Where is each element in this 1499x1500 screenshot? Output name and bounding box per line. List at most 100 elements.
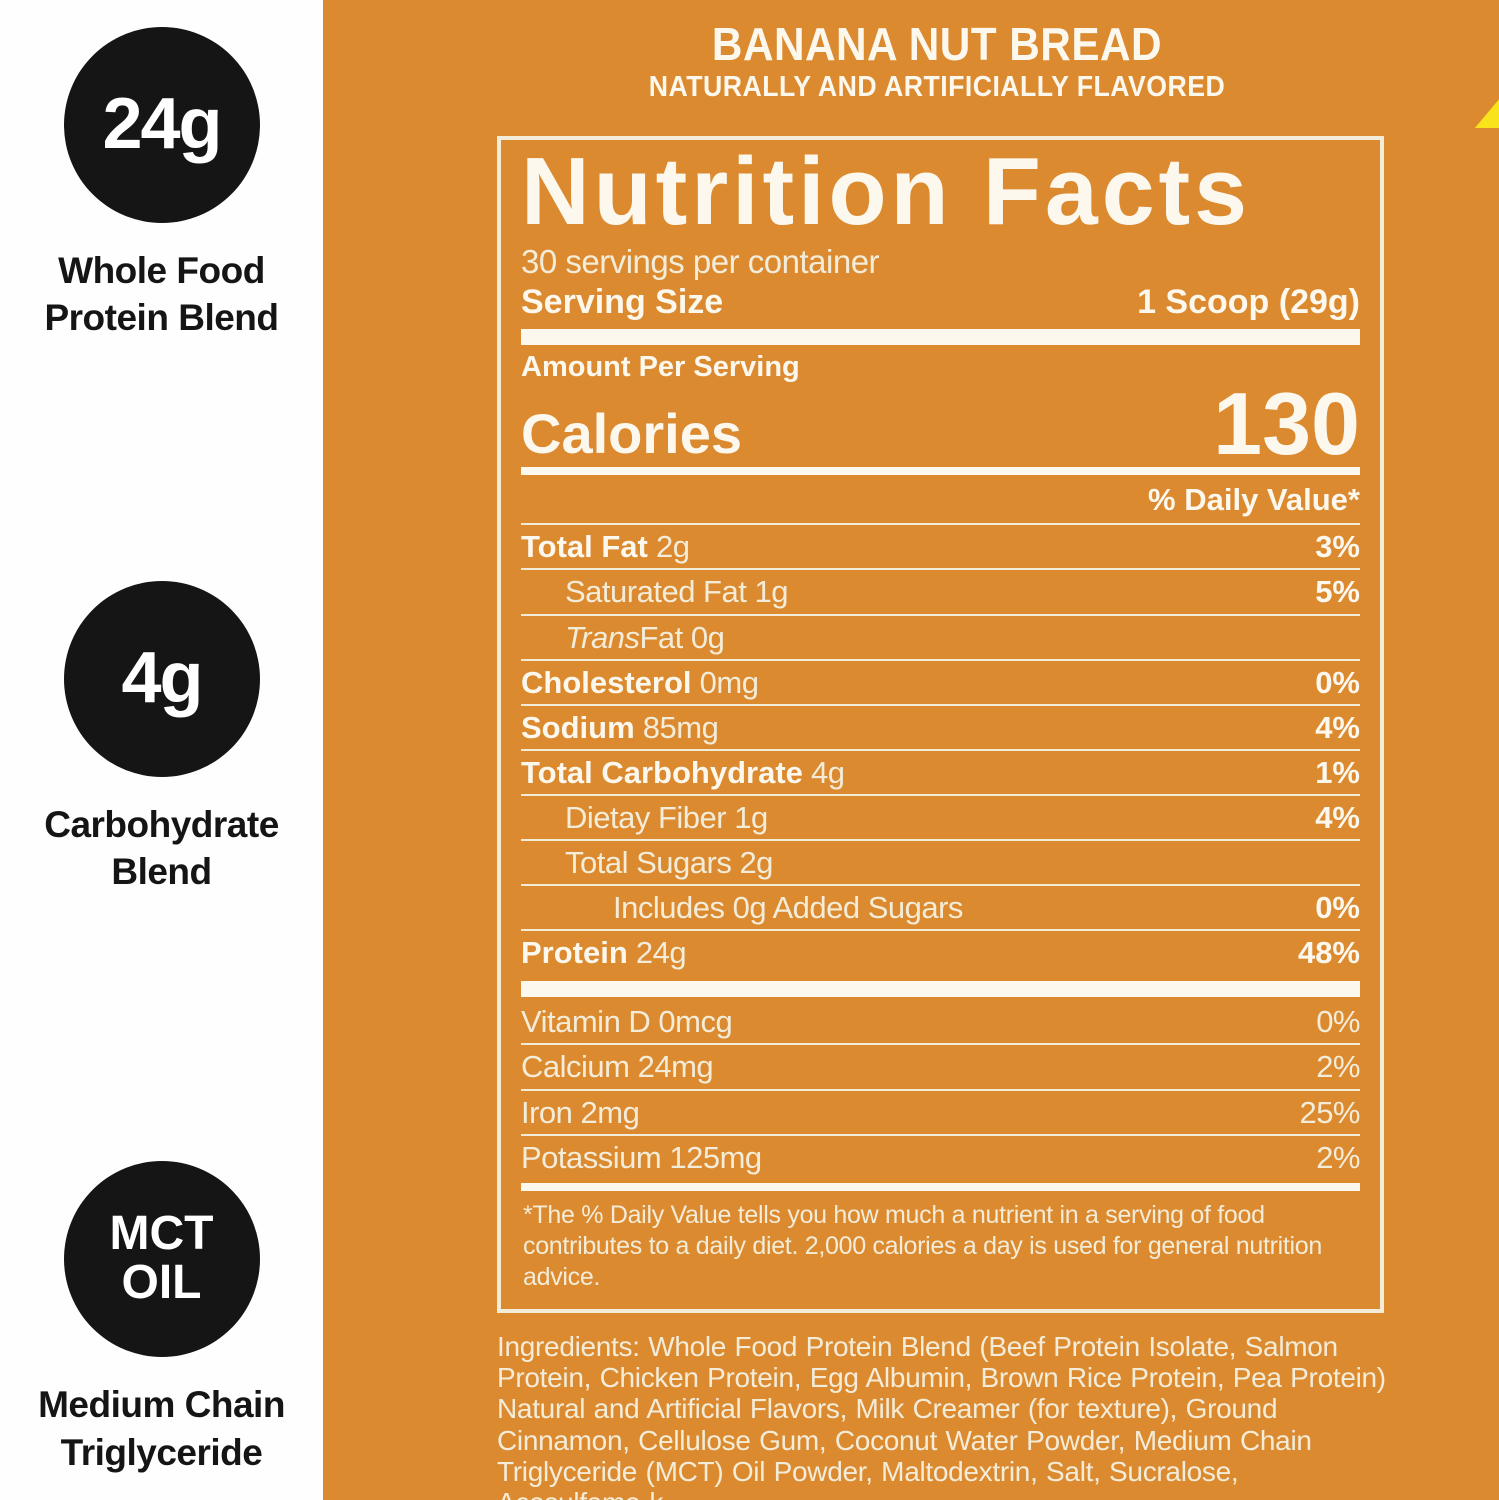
vitamin-daily-value: 2% — [1316, 1139, 1360, 1175]
nutrition-facts-box: Nutrition Facts 30 servings per containe… — [497, 136, 1384, 1313]
nutrient-name-text: Protein — [521, 935, 628, 971]
vitamin-row: Potassium 125mg 2% — [521, 1133, 1360, 1179]
serving-size-value: 1 Scoop (29g) — [1137, 283, 1360, 322]
nutrient-name-text: Cholesterol — [521, 664, 692, 700]
vitamin-row: Iron 2mg 25% — [521, 1088, 1360, 1134]
amount-per-serving: Amount Per Serving — [521, 351, 800, 384]
nutrient-amount: 85mg — [634, 709, 719, 745]
vitamin-name: Potassium 125mg — [521, 1139, 762, 1175]
nutrient-row: Cholesterol 0mg 0% — [521, 658, 1360, 704]
vitamin-amount: 2mg — [572, 1094, 640, 1130]
divider-bar-medium — [521, 1182, 1360, 1191]
vitamin-name-text: Iron — [521, 1094, 573, 1130]
vitamin-amount: 0mcg — [650, 1004, 733, 1040]
feature-label: Whole Food Protein Blend — [44, 250, 279, 339]
vitamin-amount: 125mg — [661, 1139, 762, 1175]
nutrition-title: Nutrition Facts — [521, 138, 1251, 246]
calories-value: 130 — [1213, 374, 1360, 474]
vitamin-rows: Vitamin D 0mcg 0% Calcium 24mg 2% Iron 2mg 25… — [521, 1000, 1360, 1178]
feature-label: Medium Chain Triglyceride — [38, 1384, 285, 1473]
nutrient-daily-value: 4% — [1315, 709, 1360, 745]
nutrient-row: Total Fat 2g 3% — [521, 523, 1360, 568]
nutrient-row: Total Carbohydrate 4g 1% — [521, 748, 1360, 794]
nutrient-row: Total Sugars 2g — [521, 839, 1360, 884]
nutrient-row: Trans Fat 0g — [521, 613, 1360, 659]
nutrient-name: Sodium 85mg — [521, 709, 719, 745]
nutrient-name-italic: Trans — [565, 619, 640, 655]
flavor-title: BANANA NUT BREAD — [711, 18, 1163, 70]
servings-per-container: 30 servings per container — [521, 243, 880, 281]
nutrient-amount: 2g — [647, 529, 690, 565]
nutrient-name: Cholesterol 0mg — [521, 664, 759, 700]
nutrient-name: Includes 0g Added Sugars — [521, 891, 963, 925]
vitamin-name: Vitamin D 0mcg — [521, 1004, 733, 1040]
nutrient-name: Total Fat 2g — [521, 529, 690, 565]
nutrient-name-text: Sodium — [521, 709, 635, 745]
nutrient-amount: 4g — [802, 754, 845, 790]
nutrient-daily-value: 48% — [1297, 935, 1360, 971]
nutrient-amount: 0mg — [691, 664, 759, 700]
flavor-subtitle: NATURALLY AND ARTIFICIALLY FLAVORED — [648, 71, 1226, 104]
nutrient-name-text: Includes 0g Added Sugars — [613, 890, 963, 926]
nutrient-name: Total Carbohydrate 4g — [521, 754, 845, 790]
serving-size-label: Serving Size — [521, 283, 724, 322]
nutrient-name-text: Total Carbohydrate — [521, 754, 803, 790]
nutrient-daily-value: 0% — [1315, 890, 1360, 926]
nutrient-amount: 2g — [731, 845, 773, 881]
nutrient-daily-value: 0% — [1315, 664, 1360, 700]
calories-row: Calories 130 — [521, 374, 1360, 474]
nutrient-amount: 1g — [746, 574, 788, 610]
nutrient-row: Saturated Fat 1g 5% — [521, 568, 1360, 613]
nutrient-row: Protein 24g 48% — [521, 929, 1360, 974]
nutrient-daily-value: 4% — [1315, 799, 1360, 835]
vitamin-name-text: Potassium — [521, 1139, 662, 1175]
nutrient-name-text: Saturated Fat — [565, 574, 747, 610]
nutrient-amount: 1g — [726, 799, 768, 835]
vitamin-daily-value: 0% — [1316, 1004, 1360, 1040]
nutrient-amount: 24g — [627, 935, 687, 971]
nutrient-name-text: Total Sugars — [565, 845, 732, 881]
yellow-stripe-icon — [1474, 30, 1499, 128]
sidebar-feature: 4g Carbohydrate Blend — [44, 580, 279, 896]
nutrient-name-text: Fat — [639, 619, 683, 655]
nutrient-row: Sodium 85mg 4% — [521, 703, 1360, 749]
nutrient-daily-value: 1% — [1315, 754, 1360, 790]
divider-bar-thick — [521, 329, 1360, 346]
nutrient-daily-value: 5% — [1315, 574, 1360, 610]
footnote: *The % Daily Value tells you how much a … — [523, 1200, 1323, 1291]
nutrient-name: Total Sugars 2g — [521, 845, 773, 881]
calories-label: Calories — [521, 401, 742, 465]
serving-size-row: Serving Size 1 Scoop (29g) — [521, 283, 1360, 322]
ingredients-text: Ingredients: Whole Food Protein Blend (B… — [497, 1330, 1386, 1500]
vitamin-daily-value: 25% — [1299, 1094, 1360, 1130]
vitamin-name-text: Vitamin D — [521, 1004, 651, 1040]
flavor-header: BANANA NUT BREAD NATURALLY AND ARTIFICIA… — [497, 18, 1499, 128]
nutrient-rows: Total Fat 2g 3% Saturated Fat 1g 5% Trans Fa… — [521, 523, 1360, 974]
brand-stripes — [1452, 30, 1499, 130]
feature-badge: 4g — [63, 580, 260, 777]
sidebar: 24g Whole Food Protein Blend 4g Carbohydrat… — [0, 0, 323, 1500]
vitamin-amount: 24mg — [629, 1049, 714, 1085]
nutrient-row: Includes 0g Added Sugars 0% — [521, 884, 1360, 929]
nutrient-name: Dietay Fiber 1g — [521, 799, 768, 835]
daily-value-header: % Daily Value* — [1148, 482, 1360, 518]
feature-badge: 24g — [63, 27, 260, 223]
flavor-panel: BANANA NUT BREAD NATURALLY AND ARTIFICIA… — [323, 0, 1499, 1500]
feature-badge: MCT OIL — [63, 1161, 260, 1358]
divider-bar-thick — [521, 981, 1360, 998]
sidebar-feature: 24g Whole Food Protein Blend — [44, 27, 279, 342]
nutrient-name: Saturated Fat 1g — [521, 575, 788, 609]
nutrient-amount: 0g — [682, 619, 725, 655]
nutrient-name: Trans Fat 0g — [521, 619, 725, 655]
nutrient-daily-value: 3% — [1315, 529, 1360, 565]
feature-label: Carbohydrate Blend — [44, 803, 279, 893]
vitamin-name: Iron 2mg — [521, 1094, 640, 1130]
vitamin-row: Vitamin D 0mcg 0% — [521, 1000, 1360, 1043]
vitamin-name-text: Calcium — [521, 1049, 630, 1085]
nutrient-name-text: Dietay Fiber — [565, 799, 727, 835]
nutrient-row: Dietay Fiber 1g 4% — [521, 793, 1360, 839]
divider-bar-medium — [521, 467, 1360, 476]
nutrient-name: Protein 24g — [521, 935, 687, 971]
vitamin-daily-value: 2% — [1316, 1049, 1360, 1085]
vitamin-row: Calcium 24mg 2% — [521, 1043, 1360, 1088]
